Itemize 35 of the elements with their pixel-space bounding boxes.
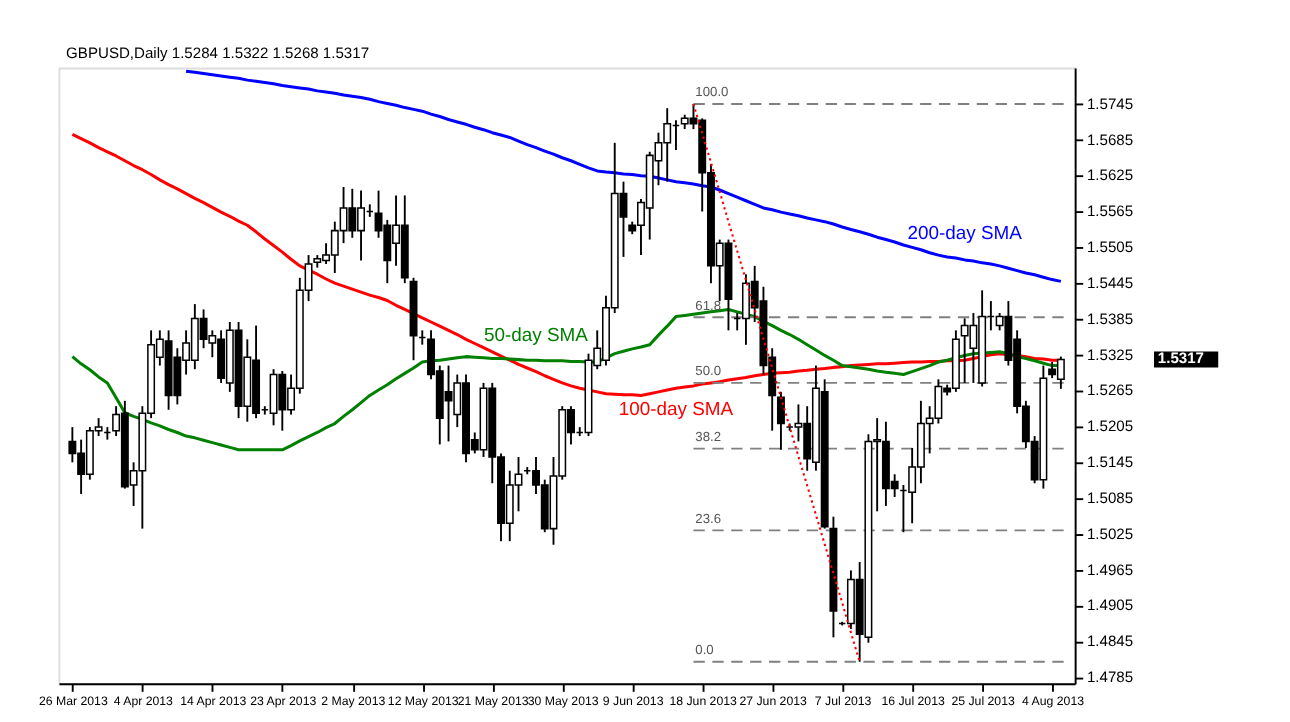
y-tick-label: 1.5265 (1086, 381, 1134, 400)
y-tick-label: 1.5505 (1086, 238, 1134, 257)
candlestick (1056, 355, 1065, 390)
candlestick (278, 370, 287, 432)
candlestick (969, 312, 978, 384)
candlestick (663, 107, 672, 183)
y-tick-label: 1.4845 (1086, 632, 1134, 651)
candlestick (348, 187, 357, 239)
y-tick-label: 1.5445 (1086, 273, 1134, 292)
chart-title: GBPUSD,Daily 1.5284 1.5322 1.5268 1.5317 (66, 44, 370, 63)
series-label: 100-day SMA (618, 398, 735, 421)
y-tick-label: 1.5205 (1086, 417, 1134, 436)
text: 1.5317 (1157, 349, 1204, 368)
y-tick-label: 1.5025 (1086, 524, 1134, 543)
candlestick (173, 347, 182, 406)
candlestick (269, 368, 278, 427)
y-tick-label: 1.5745 (1086, 94, 1134, 113)
series-label: 50-day SMA (484, 325, 590, 348)
candlestick (960, 317, 969, 384)
y-tick-label: 1.5085 (1086, 488, 1134, 507)
candlestick (383, 218, 392, 285)
y-tick-label: 1.5385 (1086, 309, 1134, 328)
y-tick-label: 1.4905 (1086, 596, 1134, 615)
candlestick (776, 390, 785, 451)
y-tick-label: 1.5325 (1086, 345, 1134, 364)
y-tick-label: 1.5685 (1086, 130, 1134, 149)
y-tick-label: 1.4785 (1086, 668, 1134, 687)
candlestick (540, 478, 549, 534)
y-tick-label: 1.5145 (1086, 453, 1134, 472)
candlestick (444, 364, 453, 443)
y-tick-label: 1.5625 (1086, 166, 1134, 185)
y-tick-label: 1.5565 (1086, 202, 1134, 221)
series-label: 200-day SMA (907, 223, 1024, 246)
line-series (184, 69, 1063, 283)
y-tick-label: 1.4965 (1086, 560, 1134, 579)
